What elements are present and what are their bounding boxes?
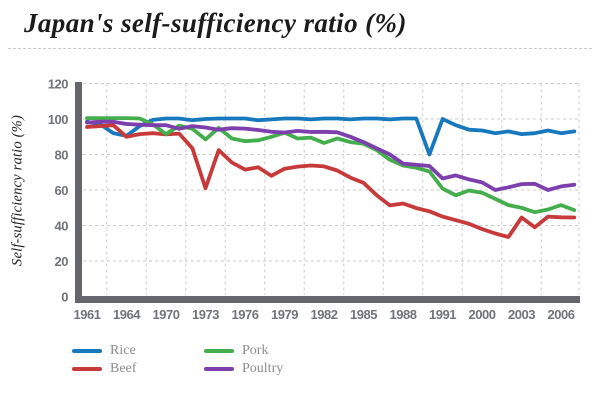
x-axis-bar (75, 296, 580, 303)
legend-item-poultry: Poultry (204, 360, 336, 378)
x-tick-label: 1985 (350, 307, 377, 322)
legend-swatch-rice (72, 349, 102, 353)
y-tick-label: 0 (61, 290, 68, 305)
x-tick-label: 1964 (113, 307, 141, 322)
legend-item-pork: Pork (204, 342, 336, 360)
y-tick-label: 120 (48, 77, 68, 92)
y-tick-label: 20 (55, 254, 69, 269)
x-tick-label: 2006 (548, 307, 575, 322)
legend-label: Poultry (242, 361, 284, 376)
y-axis-bar (75, 82, 82, 303)
y-tick-label: 40 (55, 219, 69, 234)
x-tick-label: 1982 (311, 307, 338, 322)
x-tick-label: 1970 (153, 307, 180, 322)
legend-swatch-beef (72, 367, 102, 371)
x-tick-label: 2000 (469, 307, 496, 322)
title-separator (8, 48, 592, 49)
legend-label: Beef (110, 361, 137, 376)
x-tick-label: 1973 (192, 307, 219, 322)
x-tick-label: 2003 (508, 307, 535, 322)
series-line-poultry (85, 119, 577, 192)
x-tick-label: 1988 (390, 307, 417, 322)
legend-item-beef: Beef (72, 360, 204, 378)
x-tick-label: 1961 (74, 307, 101, 322)
chart-legend: Rice Beef Pork Poultry (72, 342, 336, 378)
y-tick-label: 100 (48, 112, 68, 127)
legend-swatch-poultry (204, 367, 234, 371)
series-line-pork (85, 116, 577, 215)
x-tick-label: 1976 (232, 307, 259, 322)
x-tick-label: 1979 (271, 307, 298, 322)
x-tick-label: 1991 (429, 307, 456, 322)
page-title: Japan's self-sufficiency ratio (%) (24, 8, 407, 38)
legend-item-rice: Rice (72, 342, 204, 360)
y-tick-label: 60 (55, 183, 69, 198)
legend-label: Pork (242, 343, 269, 358)
series-line-rice (85, 116, 577, 157)
legend-label: Rice (110, 343, 136, 358)
legend-swatch-pork (204, 349, 234, 353)
y-tick-label: 80 (55, 148, 69, 163)
